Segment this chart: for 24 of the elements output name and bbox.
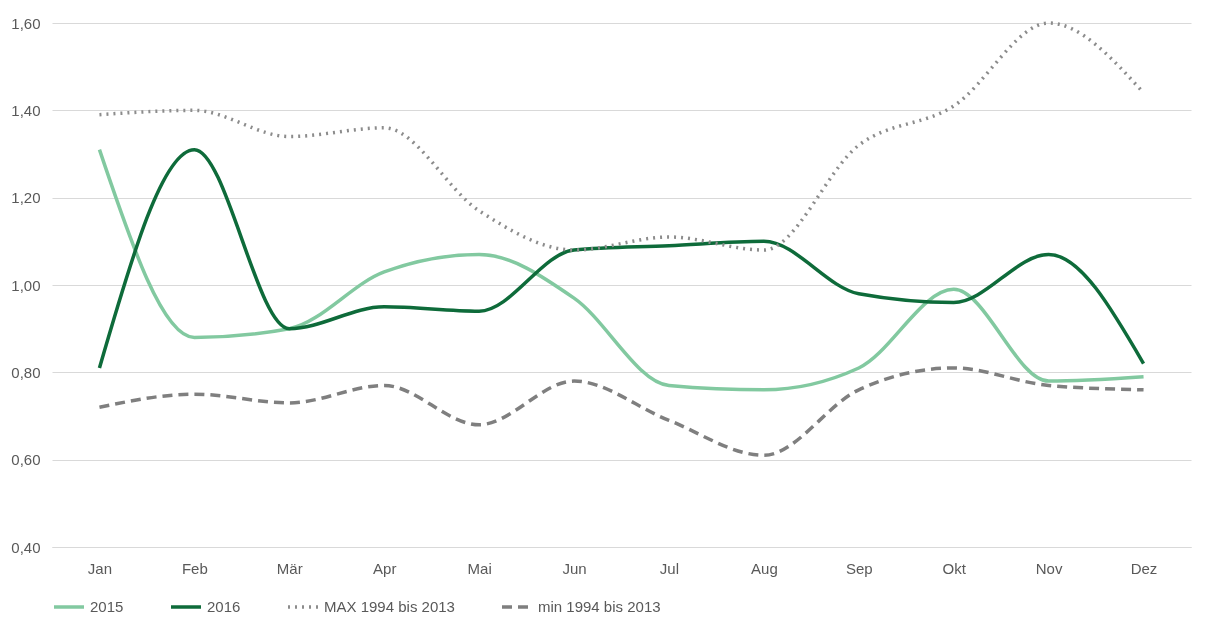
line-series bbox=[97, 366, 1146, 458]
x-tick-label: Dez bbox=[1130, 559, 1158, 577]
y-tick-label: 1,20 bbox=[11, 189, 41, 207]
x-tick-label: Mai bbox=[467, 559, 492, 577]
y-tick-label: 1,00 bbox=[11, 276, 41, 294]
x-tick-label: Jan bbox=[87, 559, 113, 577]
legend-label: 2015 bbox=[90, 598, 124, 615]
x-tick-label: Jul bbox=[659, 559, 680, 577]
y-tick-label: 1,60 bbox=[11, 14, 41, 32]
y-tick-label: 0,40 bbox=[11, 538, 41, 556]
x-tick-label: Nov bbox=[1035, 559, 1063, 577]
x-tick-label: Apr bbox=[373, 559, 397, 577]
x-tick-label: Okt bbox=[942, 559, 967, 577]
x-tick-label: Mär bbox=[276, 559, 303, 577]
x-tick-label: Jun bbox=[562, 559, 587, 577]
x-tick-label: Feb bbox=[181, 559, 208, 577]
legend-label: min 1994 bis 2013 bbox=[538, 598, 661, 615]
y-tick-label: 0,80 bbox=[11, 363, 41, 381]
legend-label: 2016 bbox=[207, 598, 241, 615]
y-tick-label: 1,40 bbox=[11, 101, 41, 119]
x-tick-label: Sep bbox=[845, 559, 873, 577]
x-tick-label: Aug bbox=[751, 559, 778, 577]
y-tick-label: 0,60 bbox=[11, 451, 41, 469]
legend-label: MAX 1994 bis 2013 bbox=[324, 598, 455, 615]
